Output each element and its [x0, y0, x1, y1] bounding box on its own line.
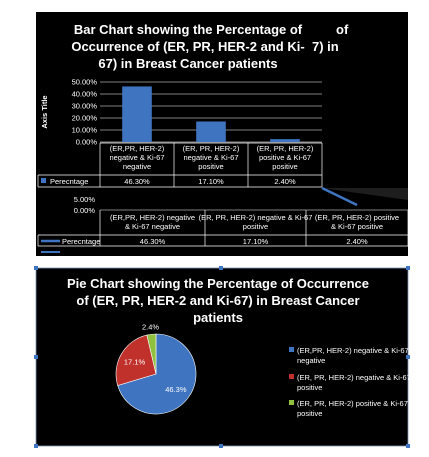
pie-chart: Pie Chart showing the Percentage of Occu… [34, 266, 411, 448]
bar-category-label: negative & Ki-67 [183, 153, 238, 162]
bar-chart-title-line-2: Occurrence of (ER, PR, HER-2 and Ki- [71, 39, 304, 54]
resize-handle-bottom[interactable] [219, 444, 223, 448]
line-category-label: positive [243, 222, 268, 231]
bar-category-label: negative [123, 162, 151, 171]
bar-value-labels: 46.30% 17.10% 2.40% [124, 177, 296, 186]
line-y-tick-0: 0.00% [74, 206, 96, 215]
line-category-label: (ER,PR, HER-2) negative [110, 213, 195, 222]
bar-y-tick-label: 0.00% [76, 138, 98, 147]
pie-slices [115, 333, 197, 415]
bar-y-tick-label: 20.00% [72, 114, 98, 123]
bar-category-label: negative & Ki-67 [109, 153, 164, 162]
bar-category-label: (ER, PR, HER-2) [183, 144, 240, 153]
bar-table-value: 46.30% [124, 177, 150, 186]
bar-legend-key [41, 178, 46, 183]
line-data-table [37, 210, 409, 247]
bar-category-label: (ER,PR, HER-2) [110, 144, 165, 153]
pie-slice [146, 333, 157, 375]
bar-category-labels: (ER,PR, HER-2)negative & Ki-67negative(E… [109, 144, 313, 171]
pie-legend-label: positive [297, 409, 322, 418]
pie-value-label: 17.1% [124, 358, 146, 367]
bar-y-tick-label: 10.00% [72, 126, 98, 135]
bar [122, 86, 152, 142]
bar-chart: Bar Chart showing the Percentage of Occu… [36, 12, 408, 188]
bar [270, 139, 300, 142]
bar-category-label: (ER, PR, HER-2) [257, 144, 314, 153]
pie-legend-label: (ER, PR, HER-2) negative & Ki-67 [297, 373, 411, 382]
line-y-tick-5: 5.00% [74, 195, 96, 204]
line-value-labels: 46.30% 17.10% 2.40% [140, 237, 368, 246]
bar-chart-title-line-1: Bar Chart showing the Percentage of [74, 22, 303, 37]
bar-y-tick-label: 40.00% [72, 90, 98, 99]
bar-chart-background [36, 12, 408, 188]
line-table-value: 17.10% [243, 237, 269, 246]
bar-chart-title-line-3: 67) in Breast Cancer patients [98, 56, 277, 71]
bar-y-tick-labels: 0.00% 10.00% 20.00% 30.00% 40.00% 50.00% [72, 78, 98, 147]
bar-y-axis-title: Axis Title [40, 95, 49, 128]
line-category-labels: (ER,PR, HER-2) negative& Ki-67 negative (… [110, 213, 399, 231]
line-legend-series-name: Perecntage [62, 237, 100, 246]
bar-legend-series-name: Perecntage [50, 177, 88, 186]
pie-legend-label: positive [297, 383, 322, 392]
line-category-label: (ER, PR, HER-2) positive [315, 213, 399, 222]
line-chart: 5.00% 0.00% (ER,PR, HER-2) negative& Ki-… [36, 186, 409, 256]
resize-handle-bottom-left[interactable] [34, 444, 38, 448]
pie-value-label: 46.3% [165, 385, 187, 394]
title-overflow-fragment-1: of [336, 22, 349, 37]
line-category-label: & Ki-67 negative [125, 222, 180, 231]
bar-table-value: 2.40% [274, 177, 296, 186]
pie-slice [117, 333, 197, 415]
line-series-segment [321, 186, 358, 207]
bar-category-label: positive [272, 162, 297, 171]
resize-handle-bottom-right[interactable] [406, 444, 410, 448]
bar-category-label: positive [198, 162, 223, 171]
pie-chart-title-line-2: of (ER, PR, HER-2 and Ki-67) in Breast C… [76, 293, 359, 308]
bar-y-tick-label: 50.00% [72, 78, 98, 87]
pie-value-labels: 46.3% 17.1% 2.4% [124, 322, 187, 393]
line-chart-panel-edge [322, 188, 408, 200]
pie-legend-key [289, 400, 294, 405]
pie-chart-title-line-3: patients [193, 310, 243, 325]
line-category-label: & Ki-67 positive [331, 222, 383, 231]
bar-series [122, 86, 300, 142]
line-category-label: (ER, PR, HER-2) negative & Ki-67 [199, 213, 313, 222]
bar-data-table [37, 142, 323, 188]
line-table-value: 46.30% [140, 237, 166, 246]
bar [196, 121, 226, 142]
title-overflow-fragment-2: 7) in [312, 39, 339, 54]
pie-chart-title-line-1: Pie Chart showing the Percentage of Occu… [67, 276, 369, 291]
pie-legend-key [289, 347, 294, 352]
resize-handle-top-left[interactable] [34, 266, 38, 270]
bar-table-value: 17.10% [198, 177, 224, 186]
bar-category-label: positive & Ki-67 [259, 153, 311, 162]
pie-legend-label: (ER, PR, HER-2) positive & Ki-67 [297, 399, 408, 408]
pie-legend-key [289, 374, 294, 379]
resize-handle-top[interactable] [219, 266, 223, 270]
resize-handle-top-right[interactable] [406, 266, 410, 270]
pie-value-label: 2.4% [142, 322, 159, 331]
bar-y-tick-label: 30.00% [72, 102, 98, 111]
line-table-value: 2.40% [346, 237, 368, 246]
resize-handle-right[interactable] [406, 355, 410, 359]
resize-handle-left[interactable] [34, 355, 38, 359]
pie-legend-label: (ER,PR, HER-2) negative & Ki-67 [297, 346, 409, 355]
pie-slice [115, 334, 157, 386]
pie-legend-label: negative [297, 356, 325, 365]
